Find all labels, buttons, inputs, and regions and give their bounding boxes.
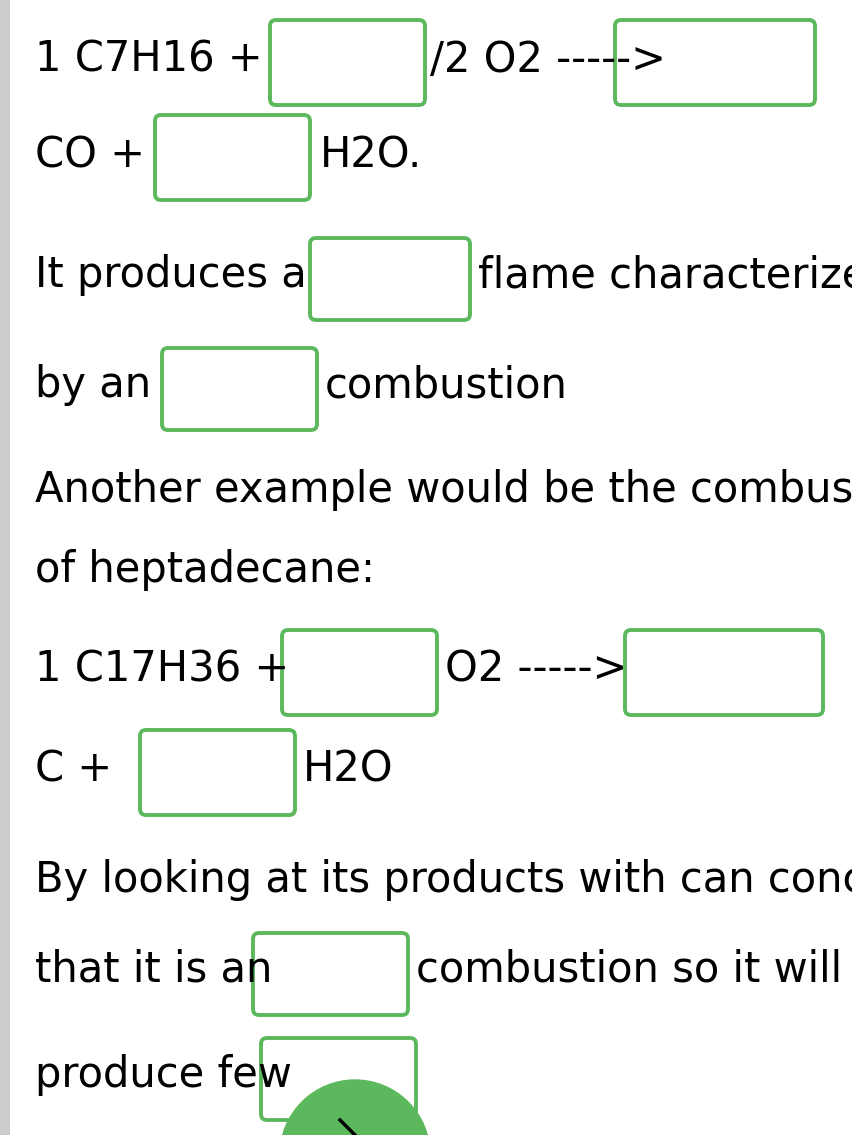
Text: CO +: CO + xyxy=(35,134,158,176)
Text: by an: by an xyxy=(35,364,164,406)
Text: produce few: produce few xyxy=(35,1054,305,1096)
Circle shape xyxy=(279,1081,429,1135)
FancyBboxPatch shape xyxy=(261,1039,416,1120)
Text: combustion so it will: combustion so it will xyxy=(416,949,841,991)
FancyBboxPatch shape xyxy=(140,730,295,815)
FancyBboxPatch shape xyxy=(155,115,309,200)
Text: that it is an: that it is an xyxy=(35,949,285,991)
Text: flame characterized: flame characterized xyxy=(477,254,852,296)
Text: of heptadecane:: of heptadecane: xyxy=(35,549,375,591)
FancyBboxPatch shape xyxy=(270,20,424,106)
Text: C +: C + xyxy=(35,749,125,791)
Text: O2 ----->: O2 -----> xyxy=(445,649,626,691)
Text: combustion: combustion xyxy=(325,364,567,406)
FancyBboxPatch shape xyxy=(282,630,436,715)
Text: H2O.: H2O. xyxy=(320,134,422,176)
Text: It produces a: It produces a xyxy=(35,254,320,296)
Text: 1 C17H36 +: 1 C17H36 + xyxy=(35,649,302,691)
Text: By looking at its products with can conclude: By looking at its products with can conc… xyxy=(35,859,852,901)
Text: 1 C7H16 +: 1 C7H16 + xyxy=(35,39,275,81)
Text: H2O: H2O xyxy=(302,749,393,791)
FancyBboxPatch shape xyxy=(309,238,469,320)
Text: Another example would be the combustion: Another example would be the combustion xyxy=(35,469,852,511)
Bar xyxy=(0,0,10,1135)
FancyBboxPatch shape xyxy=(614,20,814,106)
FancyBboxPatch shape xyxy=(162,348,317,430)
FancyBboxPatch shape xyxy=(625,630,822,715)
Text: /2 O2 ----->: /2 O2 -----> xyxy=(429,39,665,81)
FancyBboxPatch shape xyxy=(253,933,407,1015)
